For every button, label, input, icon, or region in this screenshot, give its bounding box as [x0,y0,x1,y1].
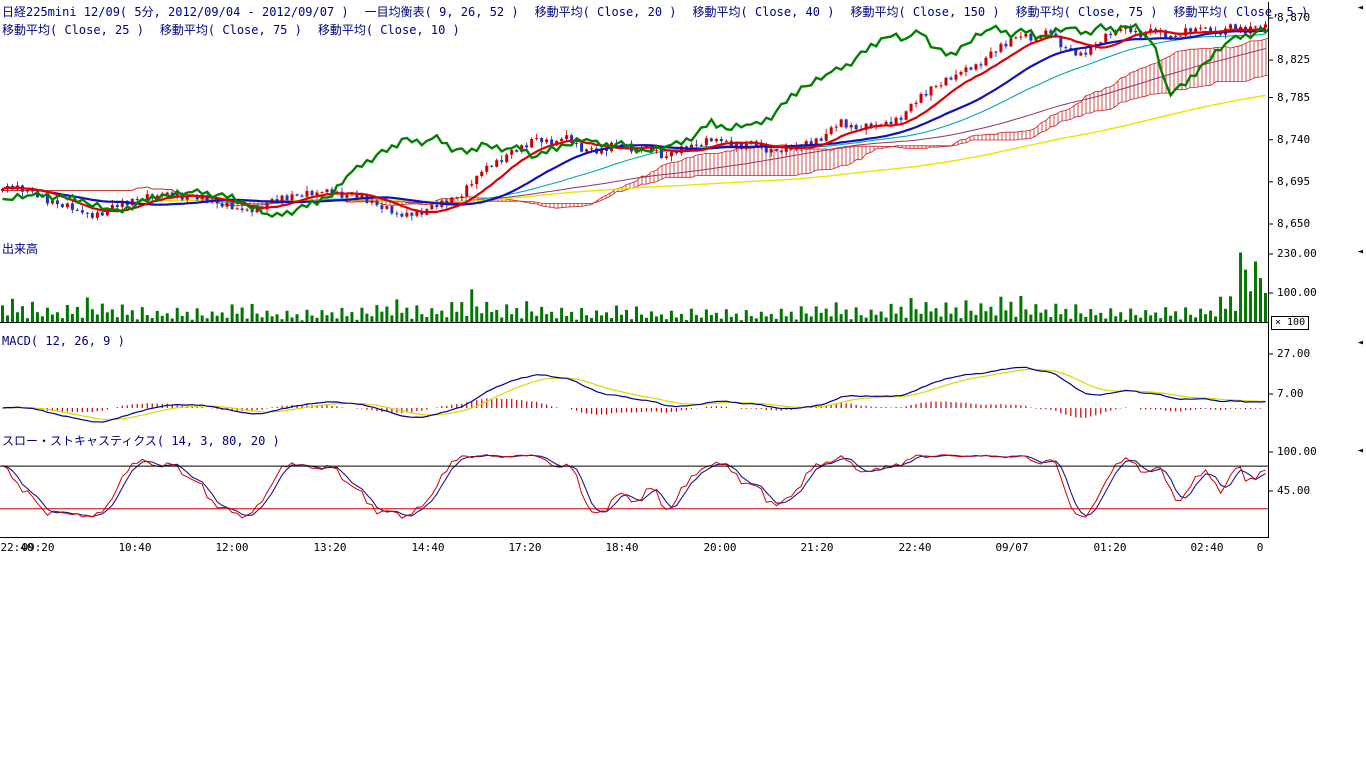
time-label: 01:20 [1093,541,1126,554]
volume-pane-label: 出来高 [2,240,38,257]
time-label: 0 [1257,541,1264,554]
time-label: 09:20 [21,541,54,554]
macd-pane-label: MACD( 12, 26, 9 ) [2,334,125,348]
time-label: 18:40 [605,541,638,554]
time-label: 12:00 [215,541,248,554]
scroll-left-arrow[interactable]: ◄ [1358,247,1363,257]
time-label: 10:40 [118,541,151,554]
indicator-label: 移動平均( Close, 150 ) [850,5,999,19]
volume-multiplier-badge: × 100 [1271,316,1309,330]
time-label: 17:20 [508,541,541,554]
indicator-label: 移動平均( Close, 25 ) [2,23,144,37]
volume-tick-label: 230.00 [1277,247,1317,260]
time-label: 14:40 [411,541,444,554]
macd-tick-label: 7.00 [1277,387,1304,400]
volume-tick-label: 100.00 [1277,286,1317,299]
scroll-left-arrow[interactable]: ◄ [1358,338,1363,348]
chart-title: 日経225mini 12/09( 5分, 2012/09/04 - 2012/0… [2,5,349,19]
time-label: 09/07 [995,541,1028,554]
price-tick-label: 8,650 [1277,217,1310,230]
time-label: 22:40 [898,541,931,554]
scroll-left-arrow[interactable]: ◄ [1358,446,1363,456]
chart-canvas[interactable] [0,0,1366,560]
indicator-label: 移動平均( Close, 40 ) [693,5,835,19]
price-tick-label: 8,695 [1277,175,1310,188]
time-label: 02:40 [1190,541,1223,554]
indicator-label: 移動平均( Close, 10 ) [318,23,460,37]
scroll-left-arrow[interactable]: ◄ [1358,3,1363,13]
header-line-1: 日経225mini 12/09( 5分, 2012/09/04 - 2012/0… [2,3,1324,20]
stoch-tick-label: 100.00 [1277,445,1317,458]
time-label: 21:20 [800,541,833,554]
price-tick-label: 8,785 [1277,91,1310,104]
indicator-label: 移動平均( Close, 75 ) [1016,5,1158,19]
stoch-pane-label: スロー・ストキャスティクス( 14, 3, 80, 20 ) [2,432,280,449]
stoch-tick-label: 45.00 [1277,484,1310,497]
indicator-label: 一目均衡表( 9, 26, 52 ) [365,5,519,19]
time-label: 20:00 [703,541,736,554]
time-label: 13:20 [313,541,346,554]
price-tick-label: 8,740 [1277,133,1310,146]
price-tick-label: 8,825 [1277,53,1310,66]
indicator-label: 移動平均( Close, 20 ) [535,5,677,19]
indicator-label: 移動平均( Close, 75 ) [160,23,302,37]
macd-tick-label: 27.00 [1277,347,1310,360]
indicator-label: 移動平均( Close, 5 ) [1174,5,1309,19]
header-line-2: 移動平均( Close, 25 ) 移動平均( Close, 75 ) 移動平均( … [2,21,476,38]
chart-window: 日経225mini 12/09( 5分, 2012/09/04 - 2012/0… [0,0,1366,768]
